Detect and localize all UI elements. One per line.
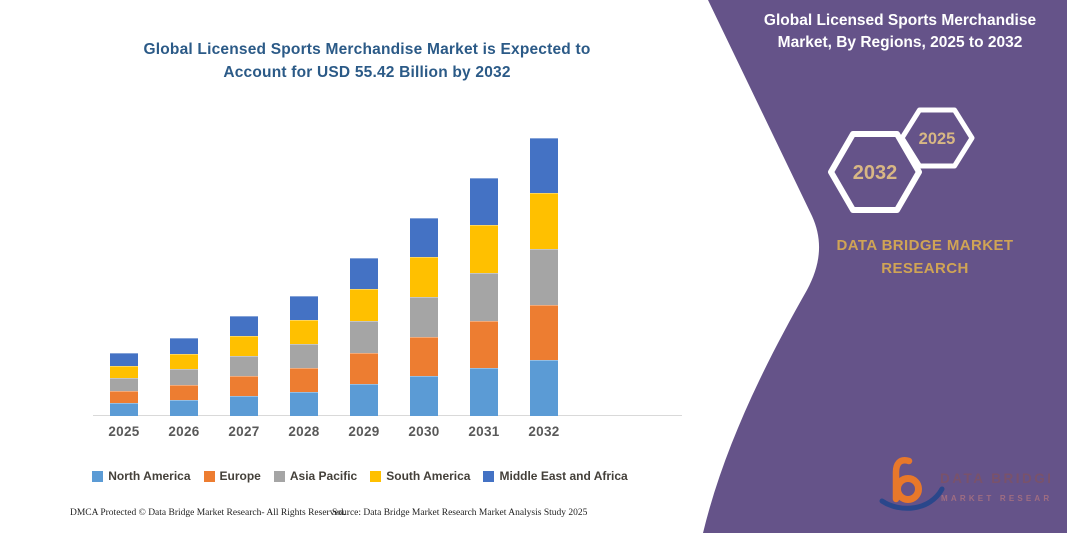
- bar-segment-europe: [470, 320, 498, 369]
- bar-segment-europe: [350, 352, 378, 385]
- stacked-bar-2027: [230, 315, 258, 416]
- stacked-bar-2032: [530, 137, 558, 416]
- logo-text-line1: DATA BRIDGE: [940, 471, 1050, 486]
- bar-segment-middle-east-and-africa: [470, 177, 498, 226]
- dbmr-logo: DATA BRIDGE MARKET RESEARCH: [879, 457, 1050, 511]
- bar-segment-north-america: [350, 384, 378, 416]
- stacked-bar-2028: [290, 295, 318, 416]
- bar-segment-north-america: [230, 395, 258, 416]
- chart-title: Global Licensed Sports Merchandise Marke…: [143, 41, 591, 82]
- legend-item-south-america: South America: [370, 469, 470, 483]
- bar-segment-asia-pacific: [530, 248, 558, 305]
- legend-label: Asia Pacific: [289, 469, 358, 483]
- legend-label: Middle East and Africa: [499, 469, 628, 483]
- bar-segment-europe: [410, 336, 438, 377]
- bar-segment-asia-pacific: [230, 355, 258, 376]
- bar-segment-europe: [530, 304, 558, 361]
- panel-title: Global Licensed Sports Merchandise Marke…: [763, 12, 1037, 51]
- x-axis-label-2025: 2025: [108, 424, 140, 439]
- logo-b-bowl-icon: [894, 475, 922, 503]
- x-axis-line: [93, 415, 682, 416]
- logo-text-line2: MARKET RESEARCH: [941, 494, 1050, 503]
- chart-legend: North America Europe Asia Pacific South Ame…: [50, 469, 670, 483]
- x-axis-label-2026: 2026: [168, 424, 200, 439]
- hexagon-2025-label: 2025: [919, 130, 956, 148]
- legend-swatch-icon: [483, 470, 495, 482]
- legend-swatch-icon: [92, 470, 104, 482]
- x-axis-label-2032: 2032: [528, 424, 560, 439]
- bar-segment-middle-east-and-africa: [170, 338, 198, 354]
- bar-segment-north-america: [530, 360, 558, 416]
- bar-segment-south-america: [410, 257, 438, 298]
- source-footer-text: Source: Data Bridge Market Research Mark…: [332, 508, 588, 518]
- legend-item-europe: Europe: [203, 469, 261, 483]
- x-axis-label-2030: 2030: [408, 424, 440, 439]
- stacked-bar-2030: [410, 217, 438, 416]
- bar-segment-asia-pacific: [410, 297, 438, 337]
- bar-segment-north-america: [410, 376, 438, 416]
- legend-swatch-icon: [273, 470, 285, 482]
- legend-swatch-icon: [203, 470, 215, 482]
- bar-segment-asia-pacific: [470, 272, 498, 321]
- brand-wordmark: DATA BRIDGE MARKET RESEARCH: [836, 237, 1014, 278]
- purple-side-panel: 2032 2025: [703, 0, 1067, 533]
- bar-segment-north-america: [470, 368, 498, 416]
- bar-segment-asia-pacific: [170, 369, 198, 385]
- bar-segment-asia-pacific: [290, 343, 318, 368]
- stacked-bar-chart: 2025 2026 2027 2028 2029 2030 2031 2032: [93, 137, 682, 439]
- logo-swoosh-icon: [879, 486, 945, 511]
- bar-segment-europe: [290, 367, 318, 392]
- hexagon-2032-label: 2032: [853, 162, 898, 184]
- legend-label: South America: [386, 469, 471, 483]
- bar-segment-middle-east-and-africa: [110, 353, 138, 366]
- bar-segment-north-america: [170, 400, 198, 416]
- x-axis-label-2031: 2031: [468, 424, 500, 439]
- panel-background-shape: [703, 0, 1067, 533]
- logo-b-stem-icon: [892, 457, 913, 503]
- stacked-bar-2026: [170, 338, 198, 416]
- hexagon-2032-outline: [828, 131, 922, 213]
- bar-segment-south-america: [350, 289, 378, 322]
- legend-item-north-america: North America: [92, 469, 191, 483]
- bar-segment-south-america: [290, 319, 318, 344]
- bar-segment-south-america: [110, 365, 138, 379]
- bar-segment-europe: [230, 375, 258, 396]
- x-axis-label-2027: 2027: [228, 424, 260, 439]
- legend-item-asia-pacific: Asia Pacific: [273, 469, 358, 483]
- bar-segment-europe: [110, 390, 138, 404]
- legend-label: Europe: [219, 469, 261, 483]
- bar-segment-asia-pacific: [110, 378, 138, 391]
- bar-segment-middle-east-and-africa: [350, 257, 378, 290]
- bar-segment-europe: [170, 384, 198, 401]
- bar-segment-middle-east-and-africa: [230, 315, 258, 336]
- x-axis-label-2029: 2029: [348, 424, 380, 439]
- x-axis-label-2028: 2028: [288, 424, 320, 439]
- bar-segment-middle-east-and-africa: [410, 217, 438, 258]
- legend-label: North America: [108, 469, 191, 483]
- bar-segment-middle-east-and-africa: [530, 137, 558, 194]
- stacked-bar-2031: [470, 177, 498, 416]
- dmca-footer-text: DMCA Protected © Data Bridge Market Rese…: [70, 508, 346, 518]
- bar-segment-south-america: [230, 335, 258, 356]
- legend-item-middle-east-and-africa: Middle East and Africa: [483, 469, 628, 483]
- stacked-bar-2029: [350, 257, 378, 416]
- bar-segment-north-america: [290, 391, 318, 416]
- bar-segment-south-america: [170, 353, 198, 370]
- legend-swatch-icon: [370, 470, 382, 482]
- bar-segment-south-america: [530, 193, 558, 249]
- bar-segment-middle-east-and-africa: [290, 295, 318, 320]
- stacked-bar-2025: [110, 353, 138, 416]
- bar-segment-asia-pacific: [350, 321, 378, 353]
- bar-segment-south-america: [470, 225, 498, 273]
- bar-segment-north-america: [110, 403, 138, 416]
